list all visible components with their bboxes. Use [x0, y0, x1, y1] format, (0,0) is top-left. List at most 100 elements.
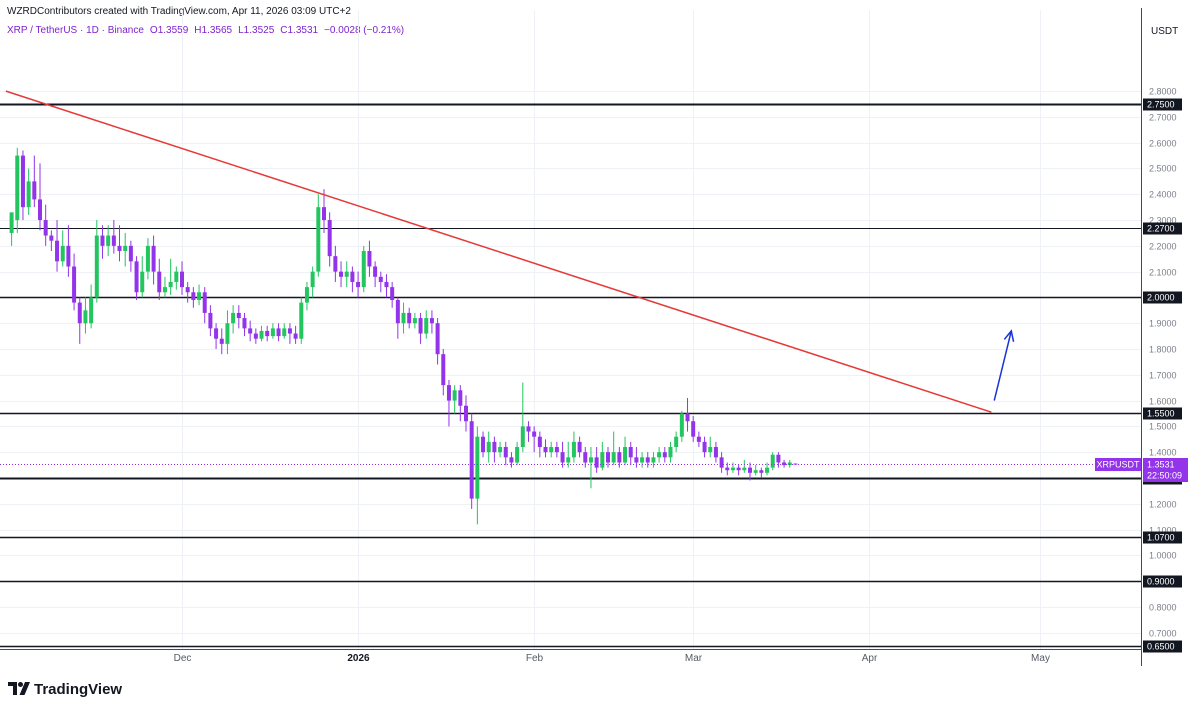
level-tag-bg — [1143, 98, 1182, 111]
x-tick-label: 2026 — [347, 653, 370, 664]
candle-body — [214, 328, 219, 339]
y-tick-label: 2.1000 — [1149, 268, 1177, 278]
candle-body — [696, 436, 701, 442]
candle-body — [759, 470, 764, 473]
x-tick-label: Feb — [526, 653, 544, 664]
candle-body — [412, 318, 417, 324]
y-tick-label: 1.4000 — [1149, 448, 1177, 458]
candle-body — [520, 426, 525, 448]
candle-body — [304, 287, 309, 303]
candle-body — [344, 271, 349, 277]
price-tag-countdown: 22:50:09 — [1147, 471, 1182, 481]
level-tag-bg — [1143, 222, 1182, 235]
candle-body — [145, 245, 150, 272]
chart-grid — [0, 10, 1141, 649]
candle-body — [787, 462, 792, 466]
candle-body — [736, 467, 741, 471]
candle-body — [424, 318, 429, 334]
candle-body — [651, 457, 656, 463]
candle-body — [174, 271, 179, 282]
candle-body — [713, 447, 718, 458]
candle-body — [526, 426, 531, 432]
candle-body — [583, 452, 588, 463]
current-price-tag: XRPUSDT 1.3531 22:50:09 — [1095, 458, 1188, 482]
tradingview-wordmark: TradingView — [34, 680, 123, 698]
candle-body — [236, 312, 241, 319]
price-tag-value: 1.3531 — [1147, 460, 1175, 470]
y-tick-label: 1.0000 — [1149, 551, 1177, 561]
candle-body — [492, 441, 497, 453]
candle-body — [611, 452, 616, 463]
candle-body — [270, 328, 275, 337]
candle-body — [498, 447, 503, 453]
y-tick-label: 2.6000 — [1149, 139, 1177, 149]
candle-body — [94, 235, 99, 298]
candle-body — [554, 447, 559, 453]
y-tick-label: 1.8000 — [1149, 345, 1177, 355]
candle-body — [532, 431, 537, 437]
candle-body — [475, 436, 480, 499]
y-tick-label: 1.6000 — [1149, 397, 1177, 407]
candle-body — [469, 421, 474, 499]
price-axis-unit: USDT — [1151, 26, 1179, 37]
tradingview-logo[interactable]: TradingView — [8, 679, 122, 699]
price-tag-symbol-bg — [1095, 458, 1141, 471]
candle-body — [634, 457, 639, 463]
y-tick-label: 2.7000 — [1149, 113, 1177, 123]
candle-body — [458, 390, 463, 406]
candle-body — [361, 251, 366, 288]
candle-body — [202, 292, 207, 313]
candle-body — [100, 235, 105, 246]
candle-body — [577, 441, 582, 453]
candle-body — [350, 271, 355, 282]
ohlc-high: H1.3565 — [194, 25, 233, 36]
candle-body — [316, 207, 321, 272]
candle-body — [776, 454, 781, 463]
candle-body — [15, 155, 20, 221]
candle-body — [537, 436, 542, 448]
price-tag-symbol: XRPUSDT — [1096, 460, 1140, 470]
breakout-arrow — [993, 330, 1013, 401]
candle-body — [623, 447, 628, 463]
level-tag-label: 1.5500 — [1147, 409, 1175, 419]
candle-body — [486, 441, 491, 453]
candle-body — [9, 212, 14, 233]
candle-body — [287, 328, 292, 334]
candle-body — [566, 457, 571, 463]
candle-body — [259, 330, 264, 339]
candle-body — [117, 245, 122, 252]
candle-body — [32, 181, 37, 200]
candle-body — [657, 452, 662, 458]
y-tick-label: 2.4000 — [1149, 190, 1177, 200]
candle-body — [691, 421, 696, 437]
candle-body — [168, 281, 173, 288]
candle-body — [128, 245, 133, 262]
candle-body — [702, 441, 707, 453]
horizontal-levels — [0, 103, 1141, 648]
candle-body — [464, 405, 468, 422]
x-tick-label: Apr — [862, 653, 878, 664]
symbol-legend[interactable]: XRP / TetherUS · 1D · Binance O1.3559 H1.3… — [7, 25, 410, 36]
y-tick-label: 2.8000 — [1149, 87, 1177, 97]
candle-body — [339, 271, 344, 277]
candle-body — [606, 452, 610, 463]
y-tick-label: 0.8000 — [1149, 603, 1177, 613]
y-tick-label: 1.1000 — [1149, 526, 1177, 536]
candle-body — [356, 281, 361, 288]
candle-body — [765, 467, 770, 473]
candle-body — [20, 155, 25, 208]
y-tick-label: 0.7000 — [1149, 629, 1177, 639]
candle-body — [111, 235, 116, 246]
candle-body — [407, 312, 412, 324]
candle-body — [594, 457, 599, 468]
candle-body — [265, 330, 270, 337]
y-tick-label: 1.9000 — [1149, 319, 1177, 329]
candle-body — [197, 292, 202, 301]
candle-body — [49, 235, 54, 241]
candle-body — [378, 276, 383, 282]
candle-body — [679, 413, 684, 437]
candle-body — [452, 390, 457, 401]
candle-body — [418, 318, 423, 334]
level-tag-label: 2.7500 — [1147, 100, 1175, 110]
